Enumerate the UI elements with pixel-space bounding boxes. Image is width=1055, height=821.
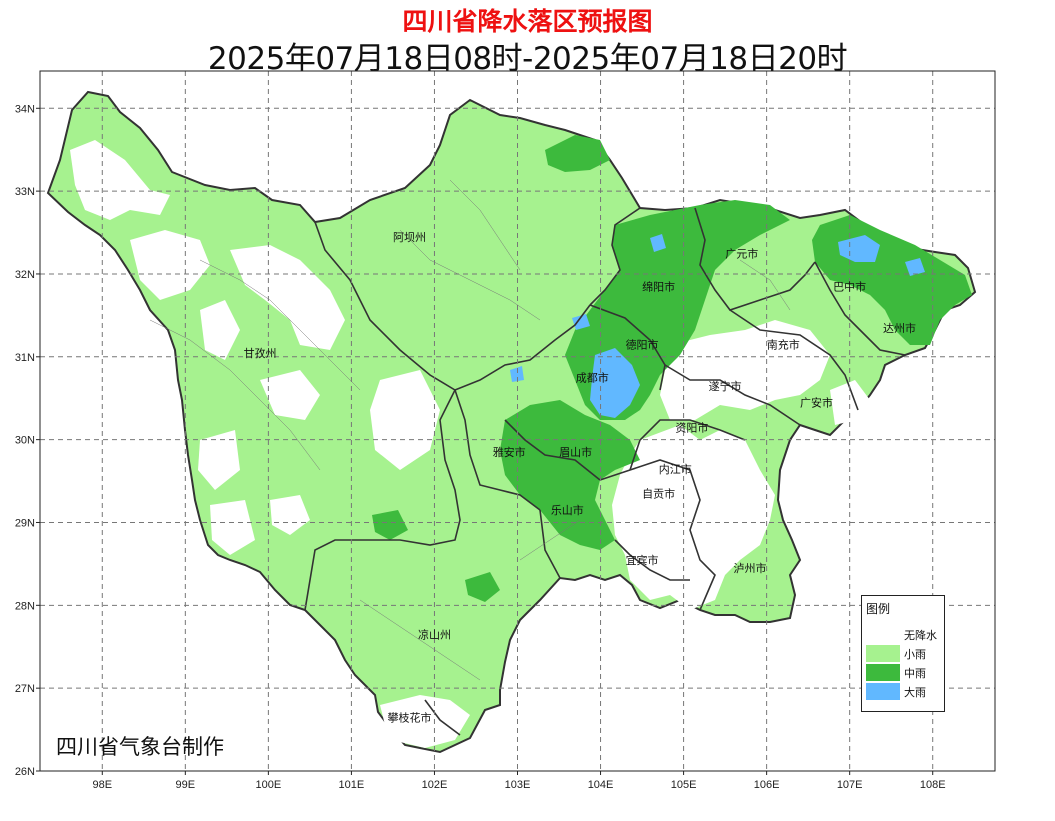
city-label: 雅安市 <box>493 445 526 459</box>
lat-tick-label: 30N <box>15 435 35 447</box>
city-label: 自贡市 <box>642 487 675 501</box>
map-title: 四川省降水落区预报图 <box>402 7 653 36</box>
axis-labels: 98E 99E 100E 101E 102E 103E 104E 105E 106E 107E 10… <box>15 103 946 791</box>
city-label: 内江市 <box>659 462 692 476</box>
city-label: 南充市 <box>767 338 800 352</box>
lat-tick-label: 28N <box>15 600 35 612</box>
city-label: 巴中市 <box>833 280 866 294</box>
lat-tick-label: 34N <box>15 103 35 115</box>
city-label: 泸州市 <box>734 561 767 575</box>
city-label: 乐山市 <box>551 503 584 517</box>
lat-tick-label: 33N <box>15 186 35 198</box>
city-label: 攀枝花市 <box>388 710 432 724</box>
lon-tick-label: 105E <box>671 779 697 791</box>
lon-tick-label: 104E <box>588 779 614 791</box>
legend-swatch-heavy-rain <box>866 683 900 700</box>
lon-tick-label: 106E <box>754 779 780 791</box>
lon-tick-label: 107E <box>837 779 863 791</box>
lon-tick-label: 99E <box>176 779 196 791</box>
legend-label: 小雨 <box>904 648 926 661</box>
sichuan-province <box>46 90 977 754</box>
lat-tick-label: 32N <box>15 269 35 281</box>
issuer-credit: 四川省气象台制作 <box>56 735 224 759</box>
lon-tick-label: 103E <box>505 779 531 791</box>
lon-tick-label: 108E <box>920 779 946 791</box>
no-rain-areas <box>70 140 870 748</box>
legend-swatch-no-rain <box>866 626 900 643</box>
legend-item-no-rain: 无降水 <box>866 626 942 644</box>
lon-tick-label: 98E <box>92 779 112 791</box>
city-label: 甘孜州 <box>244 346 277 360</box>
legend-swatch-moderate-rain <box>866 664 900 681</box>
lat-tick-label: 31N <box>15 352 35 364</box>
legend-label: 中雨 <box>904 667 926 680</box>
city-label: 广安市 <box>800 396 833 410</box>
city-label: 宜宾市 <box>626 553 659 567</box>
legend: 图例 无降水 小雨 中雨 大雨 <box>861 595 945 712</box>
graticule <box>40 71 995 771</box>
city-label: 阿坝州 <box>393 230 426 244</box>
city-label: 凉山州 <box>418 627 451 641</box>
legend-label: 无降水 <box>904 629 937 642</box>
legend-item-moderate-rain: 中雨 <box>866 664 942 682</box>
city-label: 遂宁市 <box>709 379 742 393</box>
city-label: 成都市 <box>576 371 609 385</box>
legend-swatch-light-rain <box>866 645 900 662</box>
lat-tick-label: 27N <box>15 683 35 695</box>
city-label: 资阳市 <box>675 420 708 434</box>
legend-item-heavy-rain: 大雨 <box>866 683 942 701</box>
city-label: 广元市 <box>725 246 758 260</box>
lat-tick-label: 29N <box>15 517 35 529</box>
city-label: 达州市 <box>883 321 916 335</box>
prefecture-boundaries <box>304 207 906 736</box>
legend-label: 大雨 <box>904 686 926 699</box>
city-label: 德阳市 <box>626 338 659 352</box>
legend-item-light-rain: 小雨 <box>866 645 942 663</box>
lon-tick-label: 100E <box>256 779 282 791</box>
heavy-rain-areas <box>510 234 925 418</box>
lat-tick-label: 26N <box>15 766 35 778</box>
legend-title: 图例 <box>866 602 891 616</box>
lon-tick-label: 101E <box>339 779 365 791</box>
lon-tick-label: 102E <box>422 779 448 791</box>
city-label: 绵阳市 <box>642 280 675 294</box>
county-boundaries <box>149 179 791 681</box>
city-label: 眉山市 <box>559 445 592 459</box>
